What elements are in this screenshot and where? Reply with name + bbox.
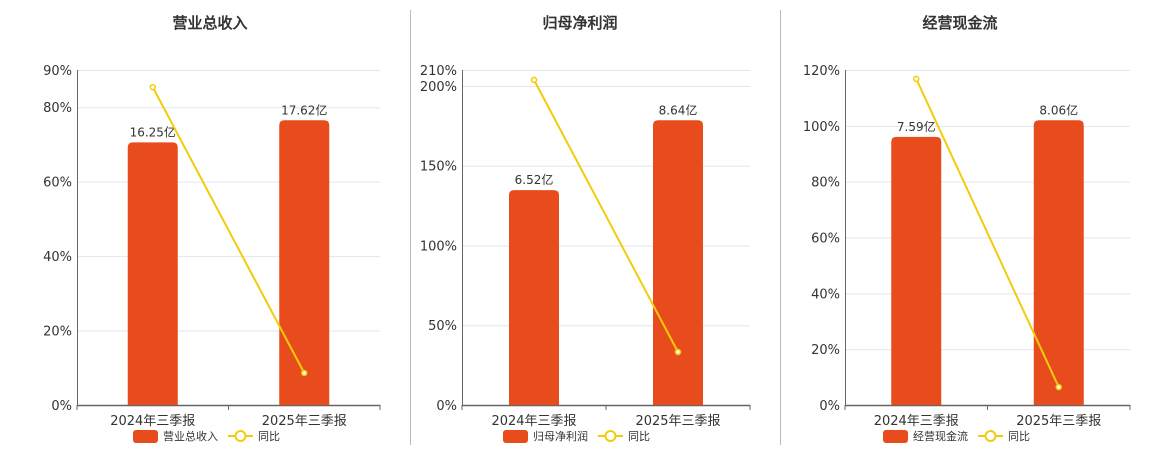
line-point: [913, 75, 920, 83]
legend-bar-swatch: [883, 430, 908, 443]
y-tick-label: 40%: [811, 287, 840, 302]
bar-data-label: 17.62亿: [281, 102, 327, 117]
bar: [891, 136, 942, 405]
y-tick-label: 60%: [811, 232, 840, 247]
chart-2: 归母净利润 0% 50% 100% 150% 200%210% 6.52亿 2024年三季报 8…: [420, 14, 751, 443]
bar: [127, 142, 178, 405]
y-tick-label: 200%: [420, 80, 457, 95]
line-point: [1055, 383, 1062, 391]
y-tick-label: 60%: [43, 176, 72, 191]
y-tick-label: 50%: [428, 319, 457, 334]
legend: 经营现金流 同比: [883, 429, 1030, 443]
legend-bar-swatch: [503, 430, 528, 443]
line-point: [149, 83, 156, 91]
y-tick-label: 0%: [436, 399, 457, 414]
legend-line-label: 同比: [1008, 430, 1030, 443]
line-point: [674, 348, 682, 356]
bar: [509, 190, 559, 405]
legend-bar-swatch: [133, 430, 158, 443]
x-tick-label: 2025年三季报: [635, 414, 720, 429]
x-tick-label: 2025年三季报: [1016, 414, 1101, 429]
chart-3: 经营现金流 0% 20% 40% 60% 80% 100% 120% 7.59亿 2024年三季报…: [803, 14, 1131, 443]
chart-1: 营业总收入 0% 20% 40% 60% 80% 90% 16.25亿 2024年三季报 17.6…: [43, 14, 381, 443]
chart-title: 经营现金流: [922, 14, 997, 32]
y-tick-label: 100%: [420, 239, 457, 254]
bar-data-label: 8.64亿: [659, 102, 698, 117]
y-tick-label: 20%: [43, 325, 72, 340]
y-tick-label: 90%: [43, 64, 72, 79]
x-tick-label: 2024年三季报: [110, 414, 195, 429]
y-tick-label: 120%: [803, 64, 840, 79]
legend-line-marker: [984, 430, 997, 442]
bar: [1033, 120, 1084, 405]
y-tick-label: 0%: [51, 399, 72, 414]
bar: [653, 120, 703, 405]
line-series: [151, 86, 306, 374]
legend-bar-label: 归母净利润: [533, 429, 588, 443]
y-tick-label: 80%: [43, 101, 72, 116]
y-tick-label: 210%: [420, 64, 457, 79]
legend-bar-label: 经营现金流: [913, 429, 968, 443]
y-tick-label: 20%: [811, 343, 840, 358]
y-tick-label: 40%: [43, 250, 72, 265]
y-tick-label: 0%: [819, 399, 840, 414]
x-tick-label: 2024年三季报: [491, 414, 576, 429]
bar-data-label: 8.06亿: [1039, 102, 1078, 117]
line-point: [301, 369, 308, 377]
line-series: [533, 79, 679, 353]
chart-title: 归母净利润: [542, 14, 617, 32]
bar-data-label: 7.59亿: [897, 119, 936, 134]
legend-line-label: 同比: [258, 430, 280, 443]
y-tick-label: 150%: [420, 160, 457, 175]
bar: [279, 120, 330, 405]
legend: 营业总收入 同比: [133, 429, 280, 443]
bar-data-label: 16.25亿: [130, 124, 176, 139]
line-series: [915, 78, 1060, 388]
legend-line-marker: [234, 430, 247, 442]
legend-bar-label: 营业总收入: [163, 429, 218, 443]
y-tick-label: 100%: [803, 120, 840, 135]
legend-line-marker: [604, 430, 617, 442]
x-tick-label: 2025年三季报: [262, 414, 347, 429]
legend-line-label: 同比: [628, 430, 650, 443]
legend: 归母净利润 同比: [503, 429, 650, 443]
line-point: [530, 76, 538, 84]
bar-data-label: 6.52亿: [515, 172, 554, 187]
y-tick-label: 80%: [811, 176, 840, 191]
x-tick-label: 2024年三季报: [874, 414, 959, 429]
chart-title: 营业总收入: [172, 14, 247, 32]
